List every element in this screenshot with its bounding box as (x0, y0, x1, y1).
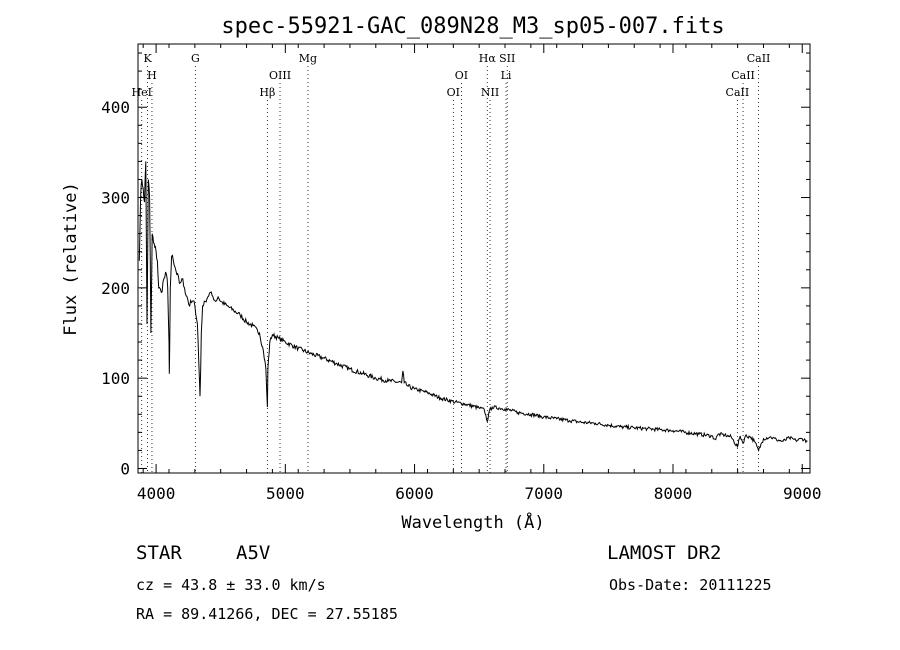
chart-title: spec-55921-GAC_089N28_M3_sp05-007.fits (221, 14, 724, 39)
x-axis-label: Wavelength (Å) (401, 511, 544, 533)
y-axis-ticks: 0 100 200 300 400 (101, 52, 810, 478)
x-tick-label: 8000 (654, 484, 693, 503)
object-class: STAR (136, 542, 182, 564)
plot-frame (137, 43, 811, 474)
y-tick-label: 0 (120, 459, 130, 478)
spectral-line-labels: HeI KH G Hβ OIII Mg OI OI Hα NII SII Li CaII CaII CaII (132, 52, 771, 99)
line-label: CaII (747, 52, 771, 65)
x-tick-label: 4000 (137, 484, 176, 503)
line-label: K (143, 52, 152, 65)
y-tick-label: 400 (101, 98, 130, 117)
spectrum-series-line (138, 161, 808, 453)
line-label: Li (501, 69, 512, 82)
x-tick-label: 9000 (783, 484, 822, 503)
line-label: CaII (731, 69, 755, 82)
line-label: OIII (269, 69, 291, 82)
line-label: NII (481, 86, 499, 99)
line-label: SII (499, 52, 515, 65)
x-tick-label: 6000 (395, 484, 434, 503)
y-tick-label: 100 (101, 369, 130, 388)
line-label: H (147, 69, 157, 82)
object-subclass: A5V (236, 542, 271, 564)
survey-name: LAMOST DR2 (607, 542, 722, 564)
line-label: Hα (479, 52, 497, 65)
x-tick-label: 7000 (525, 484, 564, 503)
x-tick-label: 5000 (266, 484, 305, 503)
line-label: HeI (132, 86, 152, 99)
line-label: G (191, 52, 200, 65)
coordinates: RA = 89.41266, DEC = 27.55185 (136, 605, 398, 623)
line-label: CaII (726, 86, 750, 99)
x-axis-ticks: 4000 5000 6000 7000 8000 9000 (137, 44, 822, 503)
line-label: Mg (299, 52, 317, 65)
redshift-cz: cz = 43.8 ± 33.0 km/s (136, 576, 326, 594)
line-label: OI (455, 69, 468, 82)
spectral-line-markers (141, 66, 759, 473)
line-label: OI (447, 86, 460, 99)
observation-date: Obs-Date: 20111225 (609, 576, 772, 594)
line-label: Hβ (259, 86, 275, 99)
y-axis-label: Flux (relative) (61, 182, 81, 336)
y-tick-label: 200 (101, 279, 130, 298)
y-tick-label: 300 (101, 189, 130, 208)
